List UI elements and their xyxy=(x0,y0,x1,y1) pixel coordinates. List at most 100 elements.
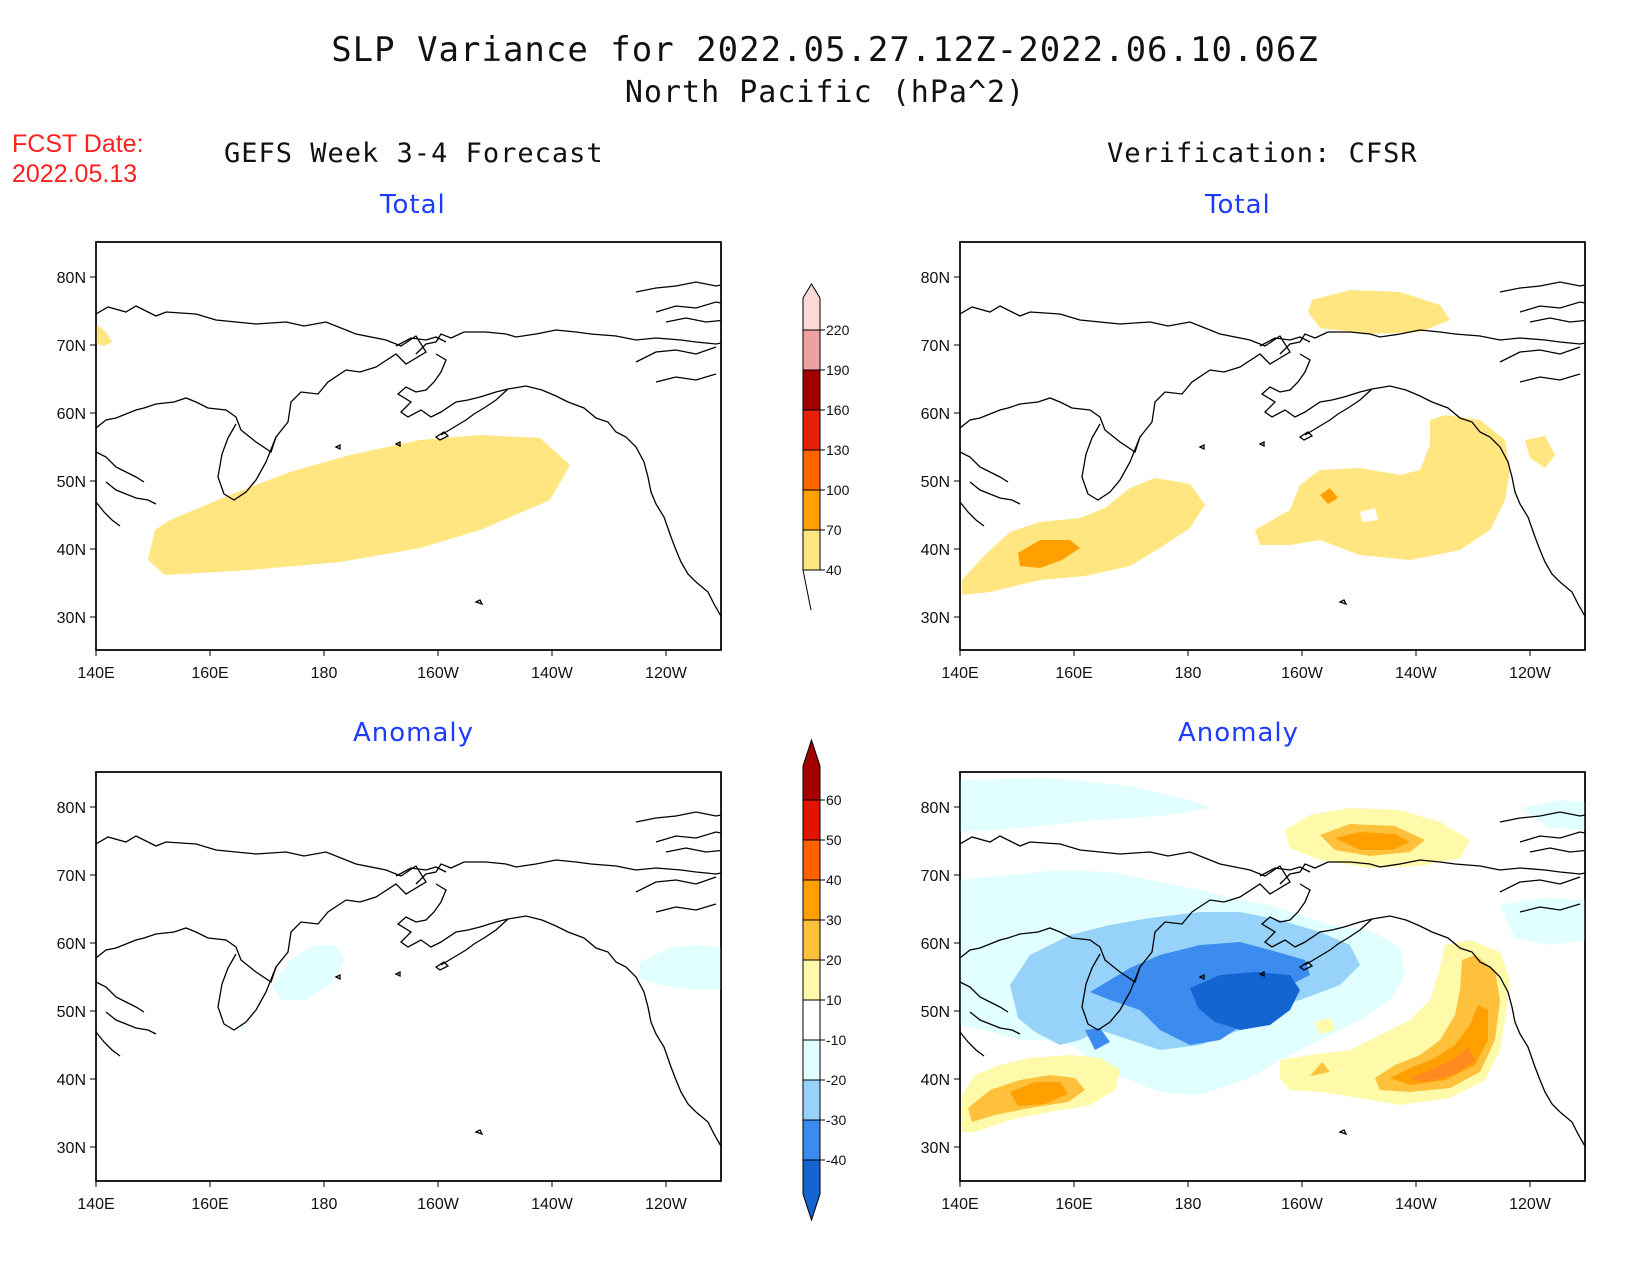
contour-anom-neg10-20-b xyxy=(638,945,721,990)
contour-anom-pos20-30-small xyxy=(1310,1062,1330,1076)
colorbar-anomaly-swatch xyxy=(802,959,821,1001)
lat-tick-label: 60N xyxy=(921,936,950,953)
contour-anom-neg40 xyxy=(1190,972,1300,1030)
contour-anom-pos40-50-east xyxy=(1410,1048,1475,1082)
lat-tick-label: 50N xyxy=(921,474,950,491)
colorbar-total-label: 100 xyxy=(826,482,850,498)
contour-total-40-70-east xyxy=(1255,415,1510,560)
lon-tick-label: 120W xyxy=(645,1196,688,1213)
contour-anom-pos10-20-small xyxy=(1315,1018,1335,1034)
fcst-date-label: FCST Date: xyxy=(12,130,144,158)
left-column-title: GEFS Week 3-4 Forecast xyxy=(224,138,604,169)
lon-tick-label: 120W xyxy=(1509,1196,1552,1213)
colorbar-total-label: 70 xyxy=(826,522,842,538)
colorbar-total-label: 160 xyxy=(826,402,850,418)
lon-tick-label: 140W xyxy=(531,665,574,682)
contour-anom-neg10-20-a xyxy=(272,945,345,1000)
lat-tick-label: 60N xyxy=(57,936,86,953)
lat-tick-label: 70N xyxy=(57,868,86,885)
lon-tick-label: 120W xyxy=(645,665,688,682)
colorbar-anomaly-swatch xyxy=(802,799,821,841)
lat-tick-label: 80N xyxy=(57,270,86,287)
contour-total-40-70-arctic xyxy=(1308,290,1450,334)
colorbar-total-label: 190 xyxy=(826,362,850,378)
contour-anom-neg10-20-arctic xyxy=(960,778,1210,832)
lon-tick-label: 140E xyxy=(941,665,978,682)
colorbar-total-label: 130 xyxy=(826,442,850,458)
lat-tick-label: 70N xyxy=(921,338,950,355)
colorbar-anomaly-label: 20 xyxy=(826,952,842,968)
lat-tick-label: 70N xyxy=(921,868,950,885)
contour-total-70-100-east xyxy=(1320,488,1338,504)
right-column-title: Verification: CFSR xyxy=(1107,138,1418,169)
lat-tick-label: 50N xyxy=(57,1004,86,1021)
lon-tick-label: 140W xyxy=(1395,665,1438,682)
contour-anom-pos30-40-arctic xyxy=(1335,832,1410,850)
colorbar-anomaly-label: -30 xyxy=(826,1112,846,1128)
colorbar-total-swatch xyxy=(802,529,821,571)
lon-tick-label: 120W xyxy=(1509,665,1552,682)
lon-tick-label: 140E xyxy=(941,1196,978,1213)
lon-tick-label: 160W xyxy=(1281,1196,1324,1213)
colorbar-total: 40 70 100 130 160 190 220 xyxy=(802,283,850,611)
colorbar-total-swatch xyxy=(802,369,821,411)
lat-tick-label: 40N xyxy=(921,542,950,559)
colorbar-total-label: 40 xyxy=(826,562,842,578)
lon-tick-label: 140E xyxy=(77,1196,114,1213)
lon-tick-label: 140W xyxy=(531,1196,574,1213)
main-title: SLP Variance for 2022.05.27.12Z-2022.06.… xyxy=(331,30,1319,70)
lon-tick-label: 180 xyxy=(311,1196,338,1213)
axis-labels: 140E 160E 180 160W 140W 120W 80N 70N 60N 50N 40N 30… xyxy=(57,270,1552,1213)
colorbar-total-swatch xyxy=(802,489,821,531)
lon-tick-label: 160E xyxy=(191,665,228,682)
lon-tick-label: 160E xyxy=(1055,1196,1092,1213)
lat-tick-label: 40N xyxy=(921,1072,950,1089)
map-panel-verification-total xyxy=(959,241,1586,651)
colorbar-anomaly-swatch xyxy=(802,1039,821,1081)
colorbar-anomaly-label: -20 xyxy=(826,1072,846,1088)
lon-tick-label: 160E xyxy=(191,1196,228,1213)
colorbar-anomaly-label: 30 xyxy=(826,912,842,928)
lat-tick-label: 30N xyxy=(921,1140,950,1157)
contour-anom-neg10-20-ne xyxy=(1500,898,1585,945)
map-panel-verification-anomaly xyxy=(959,771,1586,1182)
panel-title-top-right: Total xyxy=(1205,190,1271,220)
lon-tick-label: 180 xyxy=(1175,665,1202,682)
contour-total-70-100-west xyxy=(1018,540,1080,568)
lon-tick-label: 160E xyxy=(1055,665,1092,682)
colorbar-anomaly-label: -10 xyxy=(826,1032,846,1048)
lat-tick-label: 80N xyxy=(921,800,950,817)
lon-tick-label: 160W xyxy=(1281,665,1324,682)
colorbar-anomaly-label: -40 xyxy=(826,1152,846,1168)
colorbar-anomaly-swatch xyxy=(802,919,821,961)
colorbar-total-label: 220 xyxy=(826,322,850,338)
lon-tick-label: 140E xyxy=(77,665,114,682)
lat-tick-label: 50N xyxy=(921,1004,950,1021)
contour-total-40-70-small xyxy=(1525,436,1555,468)
contour-anom-neg10-20-ne2 xyxy=(1520,800,1585,830)
colorbar-anomaly: 60 50 40 30 20 10 -10 -20 -30 -40 xyxy=(802,738,846,1222)
colorbar-anomaly-swatch xyxy=(802,1119,821,1161)
map-panel-forecast-total xyxy=(95,241,722,651)
lat-tick-label: 30N xyxy=(57,1140,86,1157)
lat-tick-label: 40N xyxy=(57,542,86,559)
colorbar-anomaly-swatch xyxy=(802,879,821,921)
lat-tick-label: 70N xyxy=(57,338,86,355)
lon-tick-label: 160W xyxy=(417,1196,460,1213)
colorbar-anomaly-label: 10 xyxy=(826,992,842,1008)
panel-title-bottom-left: Anomaly xyxy=(353,718,475,748)
lat-tick-label: 40N xyxy=(57,1072,86,1089)
lat-tick-label: 80N xyxy=(921,270,950,287)
colorbar-anomaly-swatch xyxy=(802,1159,821,1222)
lon-tick-label: 160W xyxy=(417,665,460,682)
colorbar-anomaly-swatch xyxy=(802,1079,821,1121)
colorbar-anomaly-label: 60 xyxy=(826,792,842,808)
lat-tick-label: 30N xyxy=(57,610,86,627)
lon-tick-label: 180 xyxy=(311,665,338,682)
contour-total-40-70-corner xyxy=(96,324,112,346)
lon-tick-label: 140W xyxy=(1395,1196,1438,1213)
map-panel-forecast-anomaly xyxy=(95,771,722,1182)
lon-tick-label: 180 xyxy=(1175,1196,1202,1213)
colorbar-total-swatch xyxy=(802,329,821,371)
panel-title-top-left: Total xyxy=(380,190,446,220)
